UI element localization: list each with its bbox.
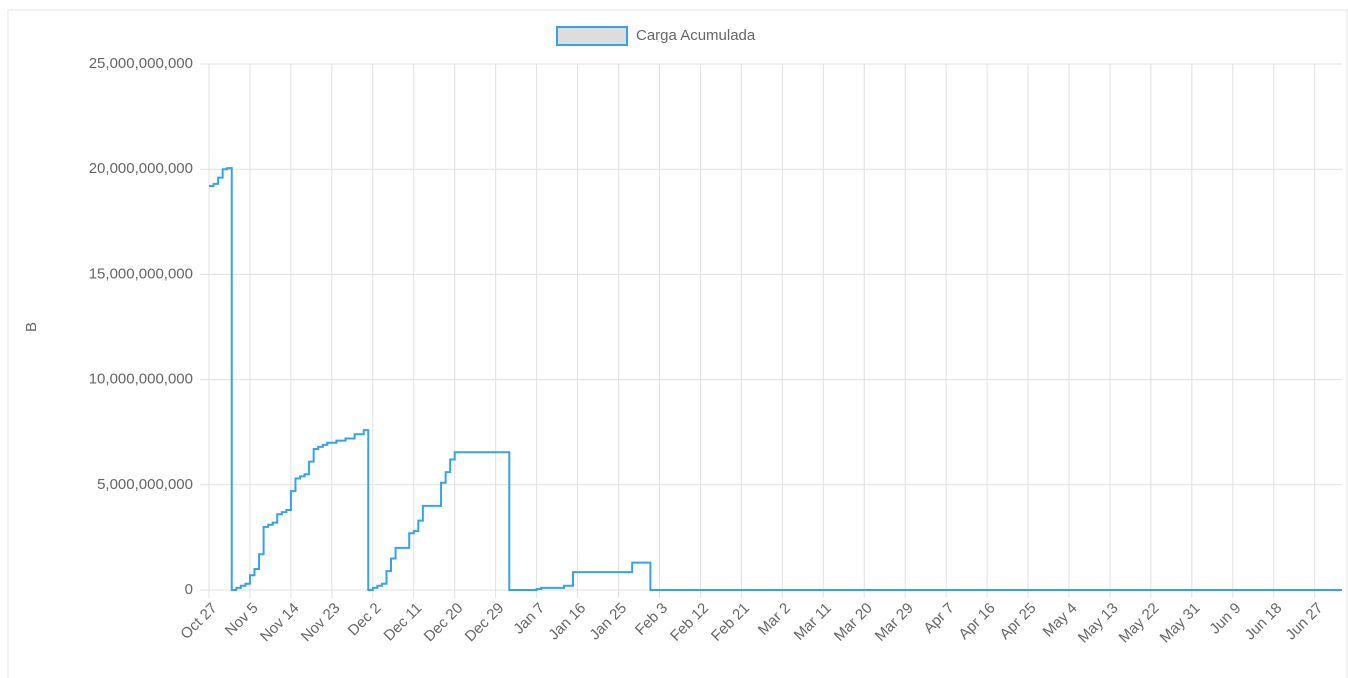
legend-label: Carga Acumulada: [636, 27, 756, 44]
x-tick-label: Jan 7: [510, 600, 548, 638]
legend-swatch: [556, 26, 628, 46]
x-tick-label: Oct 27: [177, 600, 220, 643]
x-tick-label: Jun 27: [1282, 600, 1326, 644]
x-tick-label: May 22: [1116, 600, 1163, 647]
x-tick-label: May 13: [1075, 600, 1122, 647]
x-tick-label: Mar 29: [872, 600, 917, 645]
y-tick-label: 10,000,000,000: [89, 371, 193, 388]
x-tick-label: Dec 20: [421, 600, 467, 646]
x-tick-label: May 31: [1157, 600, 1204, 647]
y-tick-label: 0: [185, 581, 193, 598]
x-tick-label: Feb 21: [708, 600, 753, 645]
x-tick-label: Nov 14: [257, 600, 303, 646]
x-tick-label: Mar 2: [755, 600, 794, 639]
frame: [7, 9, 1348, 678]
y-tick-label: 15,000,000,000: [89, 265, 193, 282]
x-tick-label: Mar 11: [791, 600, 835, 644]
x-tick-label: Dec 2: [345, 600, 385, 640]
y-tick-label: 5,000,000,000: [97, 476, 193, 493]
x-tick-label: Jun 18: [1242, 600, 1286, 644]
y-tick-label: 25,000,000,000: [89, 55, 193, 72]
x-tick-label: Mar 20: [831, 600, 876, 645]
x-tick-label: Jan 16: [545, 600, 589, 644]
x-tick-label: Nov 23: [298, 600, 344, 646]
x-tick-label: Jan 25: [586, 600, 630, 644]
y-tick-label: 20,000,000,000: [89, 160, 193, 177]
x-tick-label: Feb 12: [667, 600, 712, 645]
line: [209, 167, 1342, 591]
y-axis-label: B: [23, 322, 40, 332]
x-tick-label: Jun 9: [1206, 600, 1244, 638]
x-tick-label: Apr 7: [920, 600, 957, 637]
x-tick-label: Apr 16: [955, 600, 998, 643]
x-tick-label: Nov 5: [222, 600, 262, 640]
x-tick-label: Dec 11: [381, 600, 426, 645]
x-tick-label: Dec 29: [462, 600, 508, 646]
x-tick-label: Apr 25: [996, 600, 1039, 643]
x-tick-label: Feb 3: [632, 600, 671, 639]
